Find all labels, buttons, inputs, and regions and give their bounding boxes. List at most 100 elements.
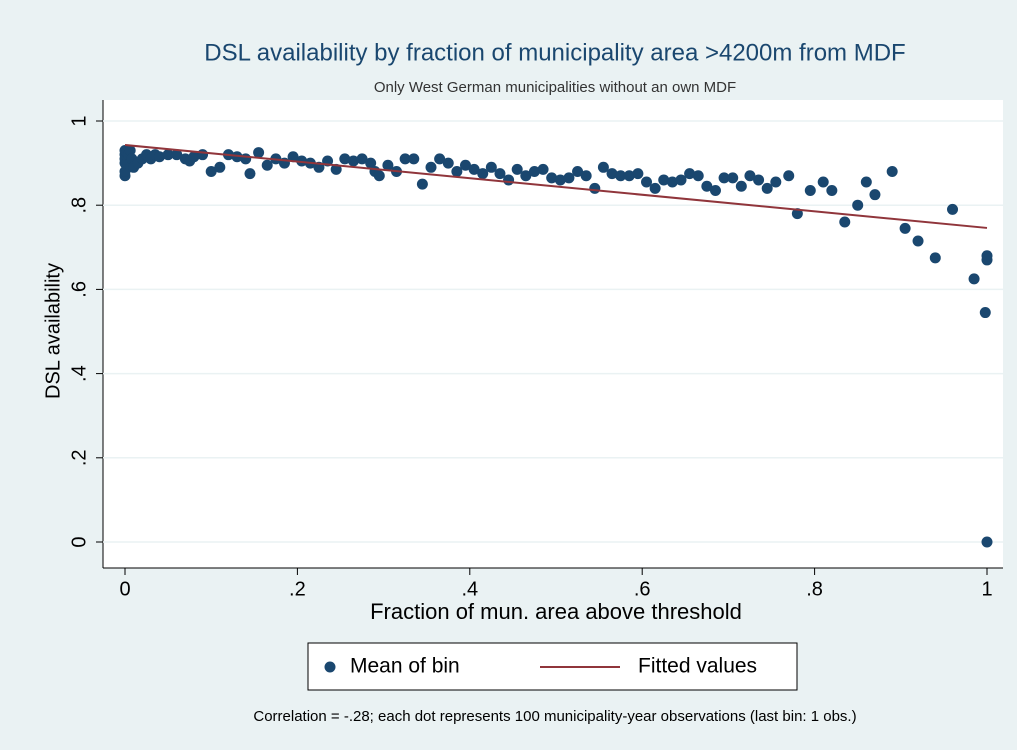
point <box>382 159 394 171</box>
point <box>459 159 471 171</box>
point <box>658 174 670 186</box>
point <box>701 180 713 192</box>
point <box>804 184 816 196</box>
x-tick-label: .2 <box>289 578 306 600</box>
point <box>347 155 359 167</box>
point <box>770 176 782 188</box>
point <box>869 189 881 201</box>
point <box>615 170 627 182</box>
point <box>434 153 446 165</box>
point <box>826 184 838 196</box>
point <box>287 151 299 163</box>
x-tick-label: .4 <box>461 578 478 600</box>
point <box>817 176 829 188</box>
point <box>214 161 226 173</box>
point <box>425 161 437 173</box>
point <box>537 163 549 175</box>
point <box>735 180 747 192</box>
point <box>692 170 704 182</box>
point <box>171 149 183 161</box>
point <box>744 170 756 182</box>
point <box>649 182 661 194</box>
point <box>205 166 217 178</box>
point <box>632 168 644 180</box>
point <box>563 172 575 184</box>
point <box>572 166 584 178</box>
point <box>365 157 377 169</box>
point <box>503 174 515 186</box>
point <box>231 151 243 163</box>
fit-line <box>124 144 988 229</box>
x-tick-label: 0 <box>119 578 130 600</box>
point <box>981 536 993 548</box>
point <box>339 153 351 165</box>
point <box>623 170 635 182</box>
point <box>468 163 480 175</box>
point <box>684 168 696 180</box>
legend-label: Fitted values <box>638 655 757 678</box>
point <box>477 168 489 180</box>
point <box>408 153 420 165</box>
point <box>839 216 851 228</box>
point <box>520 170 532 182</box>
point <box>451 166 463 178</box>
point <box>261 159 273 171</box>
x-axis-label: Fraction of mun. area above threshold <box>370 599 742 624</box>
point <box>546 172 558 184</box>
point <box>860 176 872 188</box>
point <box>753 174 765 186</box>
x-tick-label: .6 <box>634 578 651 600</box>
point <box>597 161 609 173</box>
point <box>761 182 773 194</box>
point <box>244 168 256 180</box>
point <box>494 168 506 180</box>
y-tick-label: .8 <box>68 197 90 214</box>
point <box>589 182 601 194</box>
point <box>886 166 898 178</box>
point <box>899 222 911 234</box>
point <box>554 174 566 186</box>
point <box>124 144 136 156</box>
point <box>981 250 993 262</box>
point <box>675 174 687 186</box>
point <box>416 178 428 190</box>
point <box>399 153 411 165</box>
y-axis-label: DSL availability <box>42 263 64 399</box>
point <box>330 163 342 175</box>
point <box>929 252 941 264</box>
point <box>979 307 991 319</box>
legend-label: Mean of bin <box>350 655 460 678</box>
point <box>641 176 653 188</box>
point <box>511 163 523 175</box>
point <box>727 172 739 184</box>
legend-swatch <box>324 661 336 673</box>
point <box>912 235 924 247</box>
x-tick-label: .8 <box>806 578 823 600</box>
note: Correlation = -.28; each dot represents … <box>253 708 856 725</box>
point <box>968 273 980 285</box>
y-tick-label: 0 <box>68 536 90 547</box>
x-tick-label: 1 <box>981 578 992 600</box>
plot-area <box>103 100 1003 568</box>
point <box>188 151 200 163</box>
point <box>783 170 795 182</box>
y-tick-label: 1 <box>68 115 90 126</box>
point <box>666 176 678 188</box>
point <box>356 153 368 165</box>
point <box>947 203 959 215</box>
point <box>580 170 592 182</box>
subtitle: Only West German municipalities without … <box>374 79 736 96</box>
y-tick-label: .2 <box>68 449 90 466</box>
point <box>709 184 721 196</box>
point <box>253 147 265 159</box>
y-tick-label: .4 <box>68 365 90 382</box>
point <box>197 149 209 161</box>
point <box>718 172 730 184</box>
point <box>119 166 131 178</box>
point <box>240 153 252 165</box>
point <box>485 161 497 173</box>
point <box>852 199 864 211</box>
point <box>162 149 174 161</box>
point <box>442 157 454 169</box>
